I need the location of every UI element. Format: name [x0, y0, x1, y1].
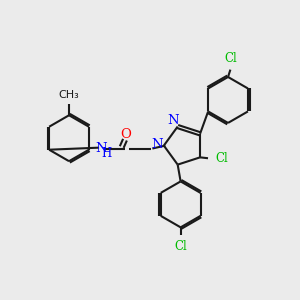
Text: Cl: Cl — [225, 52, 237, 64]
Text: H: H — [102, 147, 112, 160]
Text: Cl: Cl — [215, 152, 228, 165]
Text: N: N — [152, 139, 163, 152]
Text: O: O — [120, 128, 131, 141]
Text: N: N — [167, 114, 179, 127]
Text: CH₃: CH₃ — [59, 90, 80, 100]
Text: Cl: Cl — [174, 240, 187, 253]
Text: N: N — [96, 142, 107, 155]
